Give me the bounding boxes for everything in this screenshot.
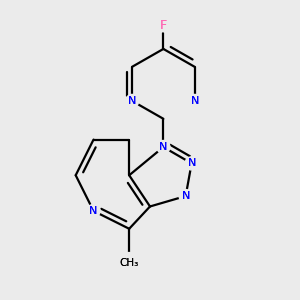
Text: CH₃: CH₃ [120, 258, 139, 268]
Circle shape [87, 204, 100, 218]
Text: N: N [190, 96, 199, 106]
Circle shape [126, 94, 139, 107]
Circle shape [179, 190, 192, 202]
Text: N: N [128, 96, 136, 106]
Text: N: N [128, 96, 136, 106]
Text: N: N [190, 96, 199, 106]
Text: N: N [89, 206, 98, 216]
Circle shape [157, 140, 170, 154]
Text: N: N [182, 191, 190, 201]
Text: N: N [188, 158, 196, 168]
Text: N: N [159, 142, 168, 152]
Text: N: N [89, 206, 98, 216]
Text: N: N [159, 142, 168, 152]
Text: N: N [182, 191, 190, 201]
Circle shape [157, 19, 170, 32]
Circle shape [188, 94, 201, 107]
Circle shape [185, 157, 198, 170]
Text: N: N [188, 158, 196, 168]
Circle shape [119, 253, 140, 273]
Text: F: F [160, 19, 167, 32]
Text: F: F [160, 19, 167, 32]
Text: CH₃: CH₃ [120, 258, 139, 268]
